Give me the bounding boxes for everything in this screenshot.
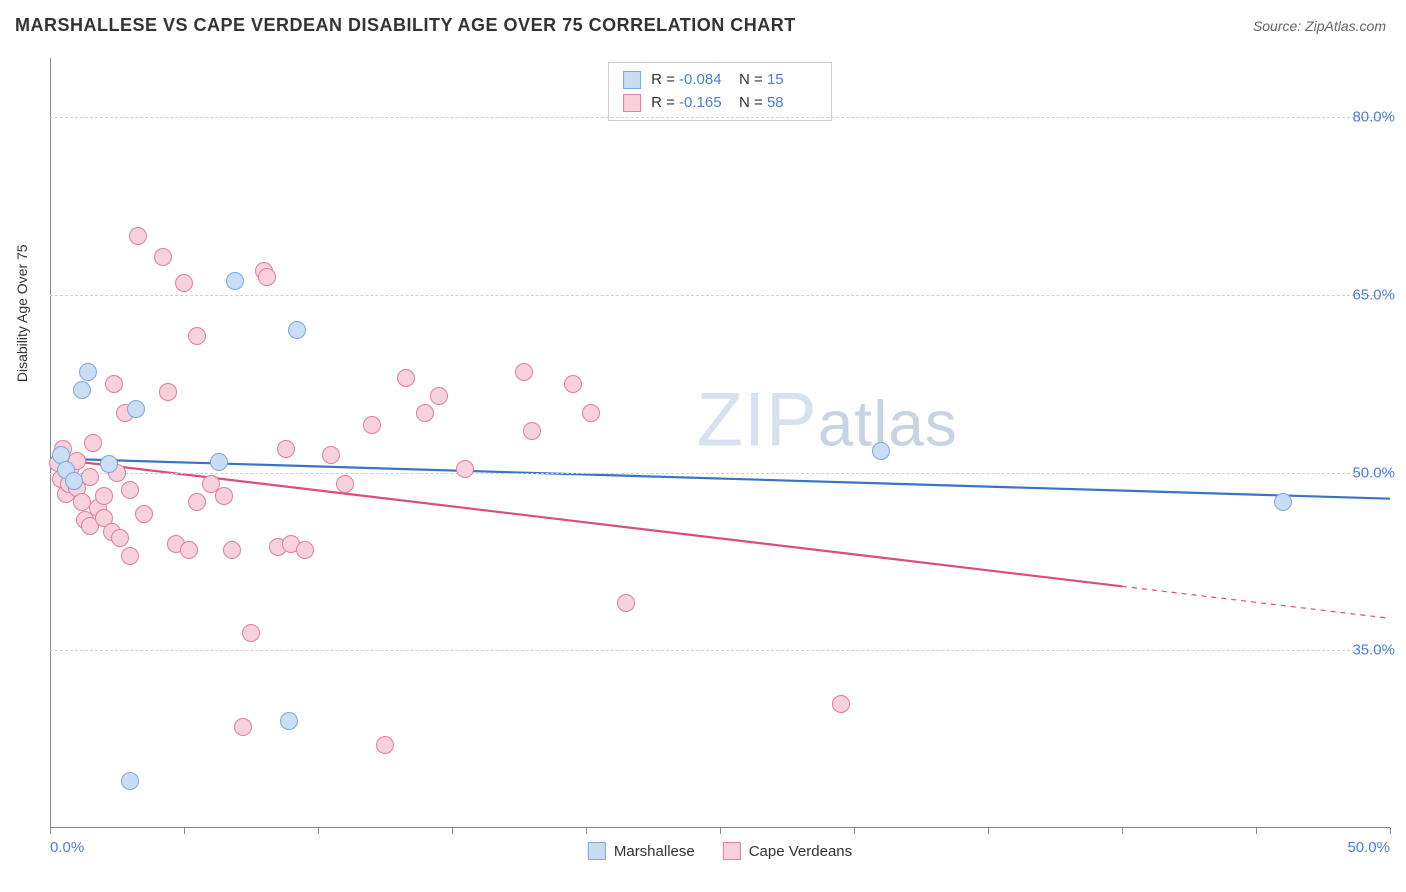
data-point-cape_verdeans (336, 475, 354, 493)
data-point-marshallese (121, 772, 139, 790)
x-tick (854, 828, 855, 834)
data-point-cape_verdeans (363, 416, 381, 434)
data-point-marshallese (127, 400, 145, 418)
data-point-marshallese (226, 272, 244, 290)
data-point-cape_verdeans (322, 446, 340, 464)
data-point-cape_verdeans (95, 487, 113, 505)
n-value-marshallese: 15 (767, 69, 817, 92)
data-point-cape_verdeans (188, 493, 206, 511)
data-point-marshallese (872, 442, 890, 460)
stats-legend: R = -0.084 N = 15 R = -0.165 N = 58 (608, 62, 832, 121)
data-point-cape_verdeans (105, 375, 123, 393)
x-tick (1256, 828, 1257, 834)
legend-label-marshallese: Marshallese (614, 843, 695, 860)
x-tick (1122, 828, 1123, 834)
trend-lines (50, 58, 1390, 828)
data-point-cape_verdeans (242, 624, 260, 642)
data-point-cape_verdeans (223, 541, 241, 559)
data-point-cape_verdeans (416, 404, 434, 422)
data-point-cape_verdeans (84, 434, 102, 452)
r-value-marshallese: -0.084 (679, 69, 729, 92)
x-tick (720, 828, 721, 834)
data-point-marshallese (79, 363, 97, 381)
y-tick-label: 65.0% (1352, 286, 1395, 303)
trend-line-dashed-cape_verdeans (1122, 586, 1390, 618)
plot-area: ZIPatlas R = -0.084 N = 15 R = -0.165 N … (50, 58, 1390, 828)
watermark: ZIPatlas (696, 376, 957, 463)
data-point-cape_verdeans (582, 404, 600, 422)
data-point-cape_verdeans (159, 383, 177, 401)
data-point-cape_verdeans (564, 375, 582, 393)
data-point-marshallese (65, 472, 83, 490)
x-tick (50, 828, 51, 834)
data-point-cape_verdeans (111, 529, 129, 547)
y-tick-label: 50.0% (1352, 464, 1395, 481)
gridline (50, 650, 1390, 651)
bottom-legend: Marshallese Cape Verdeans (588, 842, 852, 860)
data-point-cape_verdeans (296, 541, 314, 559)
data-point-cape_verdeans (129, 227, 147, 245)
data-point-cape_verdeans (832, 695, 850, 713)
data-point-cape_verdeans (188, 327, 206, 345)
x-tick-label: 50.0% (1347, 839, 1390, 856)
x-tick-label: 0.0% (50, 839, 84, 856)
x-tick (988, 828, 989, 834)
gridline (50, 295, 1390, 296)
swatch-marshallese-bottom (588, 842, 606, 860)
data-point-cape_verdeans (523, 422, 541, 440)
x-tick (586, 828, 587, 834)
data-point-marshallese (100, 455, 118, 473)
swatch-capeverdeans-bottom (723, 842, 741, 860)
chart-title: MARSHALLESE VS CAPE VERDEAN DISABILITY A… (15, 15, 796, 36)
trend-line-marshallese (50, 458, 1390, 498)
gridline (50, 117, 1390, 118)
x-tick (184, 828, 185, 834)
chart-container: Disability Age Over 75 ZIPatlas R = -0.0… (50, 58, 1390, 828)
legend-label-capeverdeans: Cape Verdeans (749, 843, 852, 860)
swatch-capeverdeans (623, 94, 641, 112)
data-point-cape_verdeans (397, 369, 415, 387)
data-point-cape_verdeans (456, 460, 474, 478)
data-point-cape_verdeans (180, 541, 198, 559)
x-tick (452, 828, 453, 834)
stats-row-marshallese: R = -0.084 N = 15 (623, 69, 817, 92)
data-point-cape_verdeans (154, 248, 172, 266)
data-point-cape_verdeans (121, 547, 139, 565)
data-point-cape_verdeans (81, 468, 99, 486)
n-value-capeverdeans: 58 (767, 92, 817, 115)
data-point-cape_verdeans (515, 363, 533, 381)
data-point-cape_verdeans (215, 487, 233, 505)
data-point-marshallese (210, 453, 228, 471)
data-point-cape_verdeans (430, 387, 448, 405)
data-point-cape_verdeans (234, 718, 252, 736)
data-point-cape_verdeans (121, 481, 139, 499)
data-point-cape_verdeans (277, 440, 295, 458)
stats-row-capeverdeans: R = -0.165 N = 58 (623, 92, 817, 115)
data-point-marshallese (73, 381, 91, 399)
data-point-cape_verdeans (135, 505, 153, 523)
y-axis-label: Disability Age Over 75 (14, 244, 30, 382)
y-axis-line (50, 58, 51, 828)
legend-item-capeverdeans: Cape Verdeans (723, 842, 852, 860)
legend-item-marshallese: Marshallese (588, 842, 695, 860)
swatch-marshallese (623, 71, 641, 89)
data-point-marshallese (1274, 493, 1292, 511)
data-point-cape_verdeans (258, 268, 276, 286)
gridline (50, 473, 1390, 474)
y-tick-label: 80.0% (1352, 109, 1395, 126)
data-point-cape_verdeans (376, 736, 394, 754)
x-tick (318, 828, 319, 834)
data-point-marshallese (280, 712, 298, 730)
data-point-marshallese (288, 321, 306, 339)
data-point-cape_verdeans (617, 594, 635, 612)
data-point-cape_verdeans (175, 274, 193, 292)
y-tick-label: 35.0% (1352, 642, 1395, 659)
r-value-capeverdeans: -0.165 (679, 92, 729, 115)
x-tick (1390, 828, 1391, 834)
source-label: Source: ZipAtlas.com (1253, 18, 1386, 34)
